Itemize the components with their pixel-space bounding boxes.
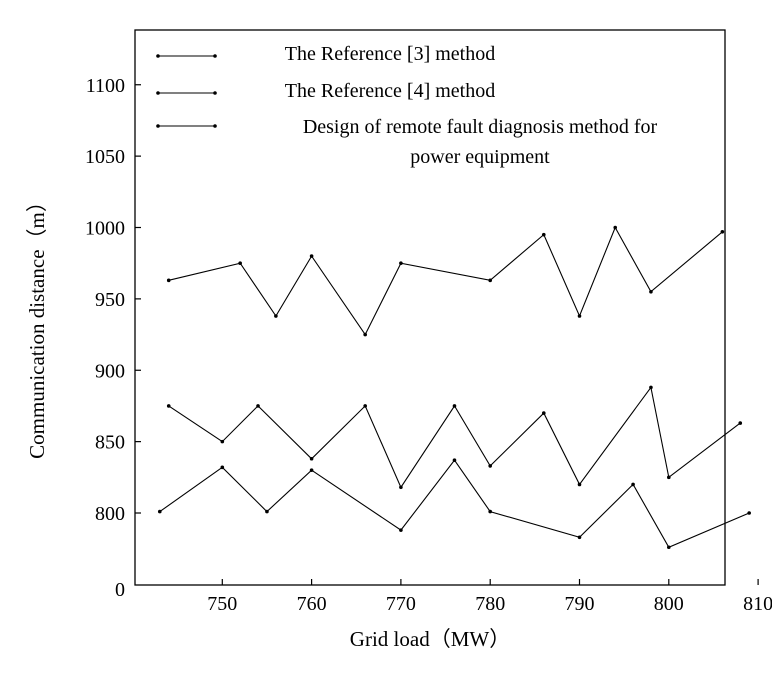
data-point bbox=[399, 261, 403, 265]
data-point bbox=[577, 535, 582, 540]
y-tick-label: 1000 bbox=[85, 218, 125, 240]
y-tick-label: 1100 bbox=[86, 75, 125, 97]
y-tick-label: 900 bbox=[95, 360, 125, 382]
legend: The Reference [3] method The Reference [4… bbox=[156, 43, 658, 168]
y-axis-label: Communication distance（m） bbox=[25, 191, 49, 459]
legend-marker bbox=[156, 91, 160, 95]
data-point bbox=[309, 468, 314, 472]
x-tick-label: 750 bbox=[207, 593, 237, 615]
data-point bbox=[265, 509, 269, 514]
x-tick-label: 810 bbox=[743, 593, 772, 615]
data-point bbox=[363, 404, 367, 408]
legend-marker bbox=[213, 54, 217, 58]
legend-label: The Reference [4] method bbox=[285, 80, 495, 102]
data-point bbox=[157, 509, 162, 514]
data-point bbox=[220, 465, 225, 470]
data-point bbox=[309, 456, 314, 461]
data-point bbox=[488, 509, 493, 514]
x-tick-label: 780 bbox=[475, 593, 505, 615]
data-point bbox=[667, 545, 671, 550]
data-point bbox=[720, 229, 725, 234]
data-point bbox=[488, 464, 493, 468]
data-point bbox=[220, 439, 225, 444]
series-line-1 bbox=[159, 459, 750, 548]
series-group bbox=[157, 225, 751, 550]
data-point bbox=[399, 485, 403, 490]
y-tick-label: 1050 bbox=[85, 146, 125, 168]
series-line-3 bbox=[168, 226, 723, 336]
x-tick-label: 800 bbox=[654, 593, 684, 615]
data-point bbox=[452, 404, 457, 408]
data-point bbox=[274, 314, 278, 318]
data-point bbox=[577, 314, 582, 318]
data-point bbox=[577, 482, 582, 487]
series-line-2 bbox=[168, 386, 741, 489]
data-point bbox=[399, 528, 403, 532]
legend-marker bbox=[213, 91, 217, 95]
data-point bbox=[613, 225, 618, 230]
data-point bbox=[452, 458, 457, 462]
legend-label: The Reference [3] method bbox=[285, 43, 495, 65]
legend-marker bbox=[213, 124, 217, 128]
data-point bbox=[631, 482, 635, 487]
data-point bbox=[649, 289, 653, 294]
x-tick-label: 760 bbox=[297, 593, 327, 615]
data-point bbox=[238, 261, 242, 265]
data-point bbox=[166, 404, 171, 408]
legend-marker bbox=[156, 54, 160, 58]
y-tick-label: 850 bbox=[95, 432, 125, 454]
data-point bbox=[747, 511, 751, 515]
legend-label: power equipment bbox=[410, 146, 550, 168]
data-point bbox=[667, 475, 671, 480]
legend-label: Design of remote fault diagnosis method … bbox=[303, 116, 658, 138]
y-tick-label: 800 bbox=[95, 503, 125, 525]
data-point bbox=[256, 404, 260, 408]
legend-marker bbox=[156, 124, 160, 128]
x-tick-label: 790 bbox=[565, 593, 595, 615]
data-point bbox=[488, 278, 493, 283]
data-point bbox=[541, 232, 546, 237]
x-axis-label: Grid load（MW） bbox=[350, 627, 510, 651]
plot-frame bbox=[134, 29, 726, 586]
y-tick-label: 950 bbox=[95, 289, 125, 311]
data-point bbox=[541, 411, 546, 415]
y-origin-label: 0 bbox=[115, 579, 125, 601]
axis-ticks: 750 760 770 780 790 800 810 800 850 900 950 1000 105… bbox=[85, 75, 772, 615]
data-point bbox=[738, 421, 743, 425]
data-point bbox=[363, 332, 367, 337]
data-point bbox=[309, 254, 314, 258]
data-point bbox=[649, 385, 653, 390]
data-point bbox=[166, 278, 171, 283]
x-tick-label: 770 bbox=[386, 593, 416, 615]
